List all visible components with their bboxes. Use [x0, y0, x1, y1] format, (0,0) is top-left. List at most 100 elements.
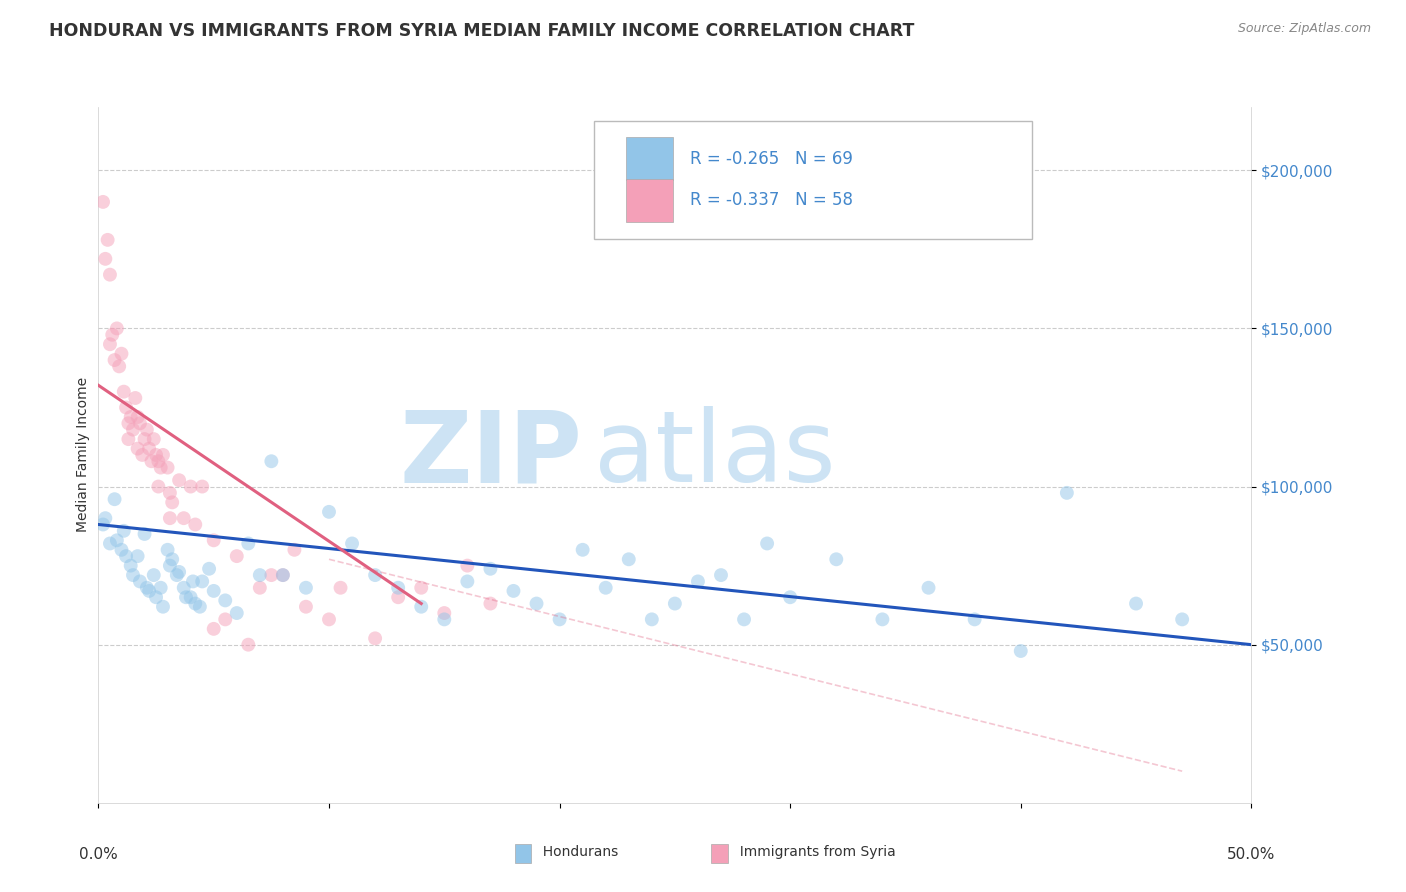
Point	[340, 536, 363, 550]
Point	[271, 568, 294, 582]
Point	[387, 591, 409, 605]
Point	[159, 511, 181, 525]
Point	[202, 533, 225, 548]
Point	[571, 542, 593, 557]
Point	[188, 599, 211, 614]
Point	[91, 517, 114, 532]
Point	[108, 359, 131, 374]
Point	[112, 524, 135, 538]
Point	[963, 612, 986, 626]
Point	[295, 581, 318, 595]
Point	[202, 583, 225, 598]
Point	[329, 581, 352, 595]
Point	[127, 409, 149, 424]
Point	[917, 581, 939, 595]
Text: R = -0.337   N = 58: R = -0.337 N = 58	[690, 191, 853, 210]
Text: atlas: atlas	[595, 407, 835, 503]
Point	[131, 448, 153, 462]
Point	[225, 606, 247, 620]
Point	[184, 597, 207, 611]
Point	[105, 533, 128, 548]
Point	[180, 591, 202, 605]
Point	[1010, 644, 1032, 658]
Text: Source: ZipAtlas.com: Source: ZipAtlas.com	[1237, 22, 1371, 36]
Point	[249, 581, 271, 595]
Point	[152, 599, 174, 614]
Point	[142, 568, 165, 582]
Point	[364, 632, 387, 646]
Point	[202, 622, 225, 636]
Point	[173, 511, 195, 525]
Point	[411, 581, 433, 595]
Point	[191, 479, 214, 493]
Point	[779, 591, 801, 605]
Point	[117, 417, 139, 431]
Point	[127, 442, 149, 456]
Point	[156, 542, 179, 557]
Point	[98, 268, 121, 282]
Point	[664, 597, 686, 611]
Point	[124, 391, 146, 405]
Point	[122, 568, 145, 582]
Point	[110, 347, 132, 361]
Text: 50.0%: 50.0%	[1227, 847, 1275, 862]
Point	[103, 492, 125, 507]
Point	[134, 527, 156, 541]
Point	[115, 549, 138, 563]
Point	[145, 448, 167, 462]
Point	[595, 581, 617, 595]
Point	[135, 581, 157, 595]
Point	[160, 552, 183, 566]
Point	[110, 542, 132, 557]
Text: HONDURAN VS IMMIGRANTS FROM SYRIA MEDIAN FAMILY INCOME CORRELATION CHART: HONDURAN VS IMMIGRANTS FROM SYRIA MEDIAN…	[49, 22, 914, 40]
Point	[156, 460, 179, 475]
Point	[94, 252, 117, 266]
Point	[117, 432, 139, 446]
Point	[214, 593, 236, 607]
Point	[271, 568, 294, 582]
Point	[160, 495, 183, 509]
Point	[148, 454, 170, 468]
Point	[456, 558, 478, 573]
Point	[710, 568, 733, 582]
Point	[686, 574, 709, 589]
Point	[238, 638, 260, 652]
Point	[433, 606, 456, 620]
FancyBboxPatch shape	[595, 121, 1032, 239]
Point	[120, 409, 142, 424]
Point	[91, 194, 114, 209]
Point	[129, 417, 152, 431]
Text: Hondurans: Hondurans	[534, 845, 619, 859]
Point	[198, 562, 221, 576]
Point	[238, 536, 260, 550]
Point	[502, 583, 524, 598]
Point	[191, 574, 214, 589]
Point	[149, 460, 172, 475]
Point	[120, 558, 142, 573]
Point	[364, 568, 387, 582]
Point	[159, 486, 181, 500]
FancyBboxPatch shape	[627, 178, 672, 222]
Point	[142, 432, 165, 446]
Point	[152, 448, 174, 462]
Point	[134, 432, 156, 446]
Point	[318, 505, 340, 519]
Point	[214, 612, 236, 626]
Point	[98, 337, 121, 351]
Point	[122, 423, 145, 437]
Point	[456, 574, 478, 589]
Point	[141, 454, 163, 468]
Point	[129, 574, 152, 589]
Y-axis label: Median Family Income: Median Family Income	[76, 377, 90, 533]
Text: ZIP: ZIP	[399, 407, 582, 503]
Point	[101, 327, 124, 342]
Point	[173, 581, 195, 595]
Point	[167, 565, 190, 579]
Point	[180, 479, 202, 493]
Point	[149, 581, 172, 595]
Point	[105, 321, 128, 335]
Point	[318, 612, 340, 626]
Point	[548, 612, 571, 626]
Point	[526, 597, 548, 611]
Point	[283, 542, 305, 557]
